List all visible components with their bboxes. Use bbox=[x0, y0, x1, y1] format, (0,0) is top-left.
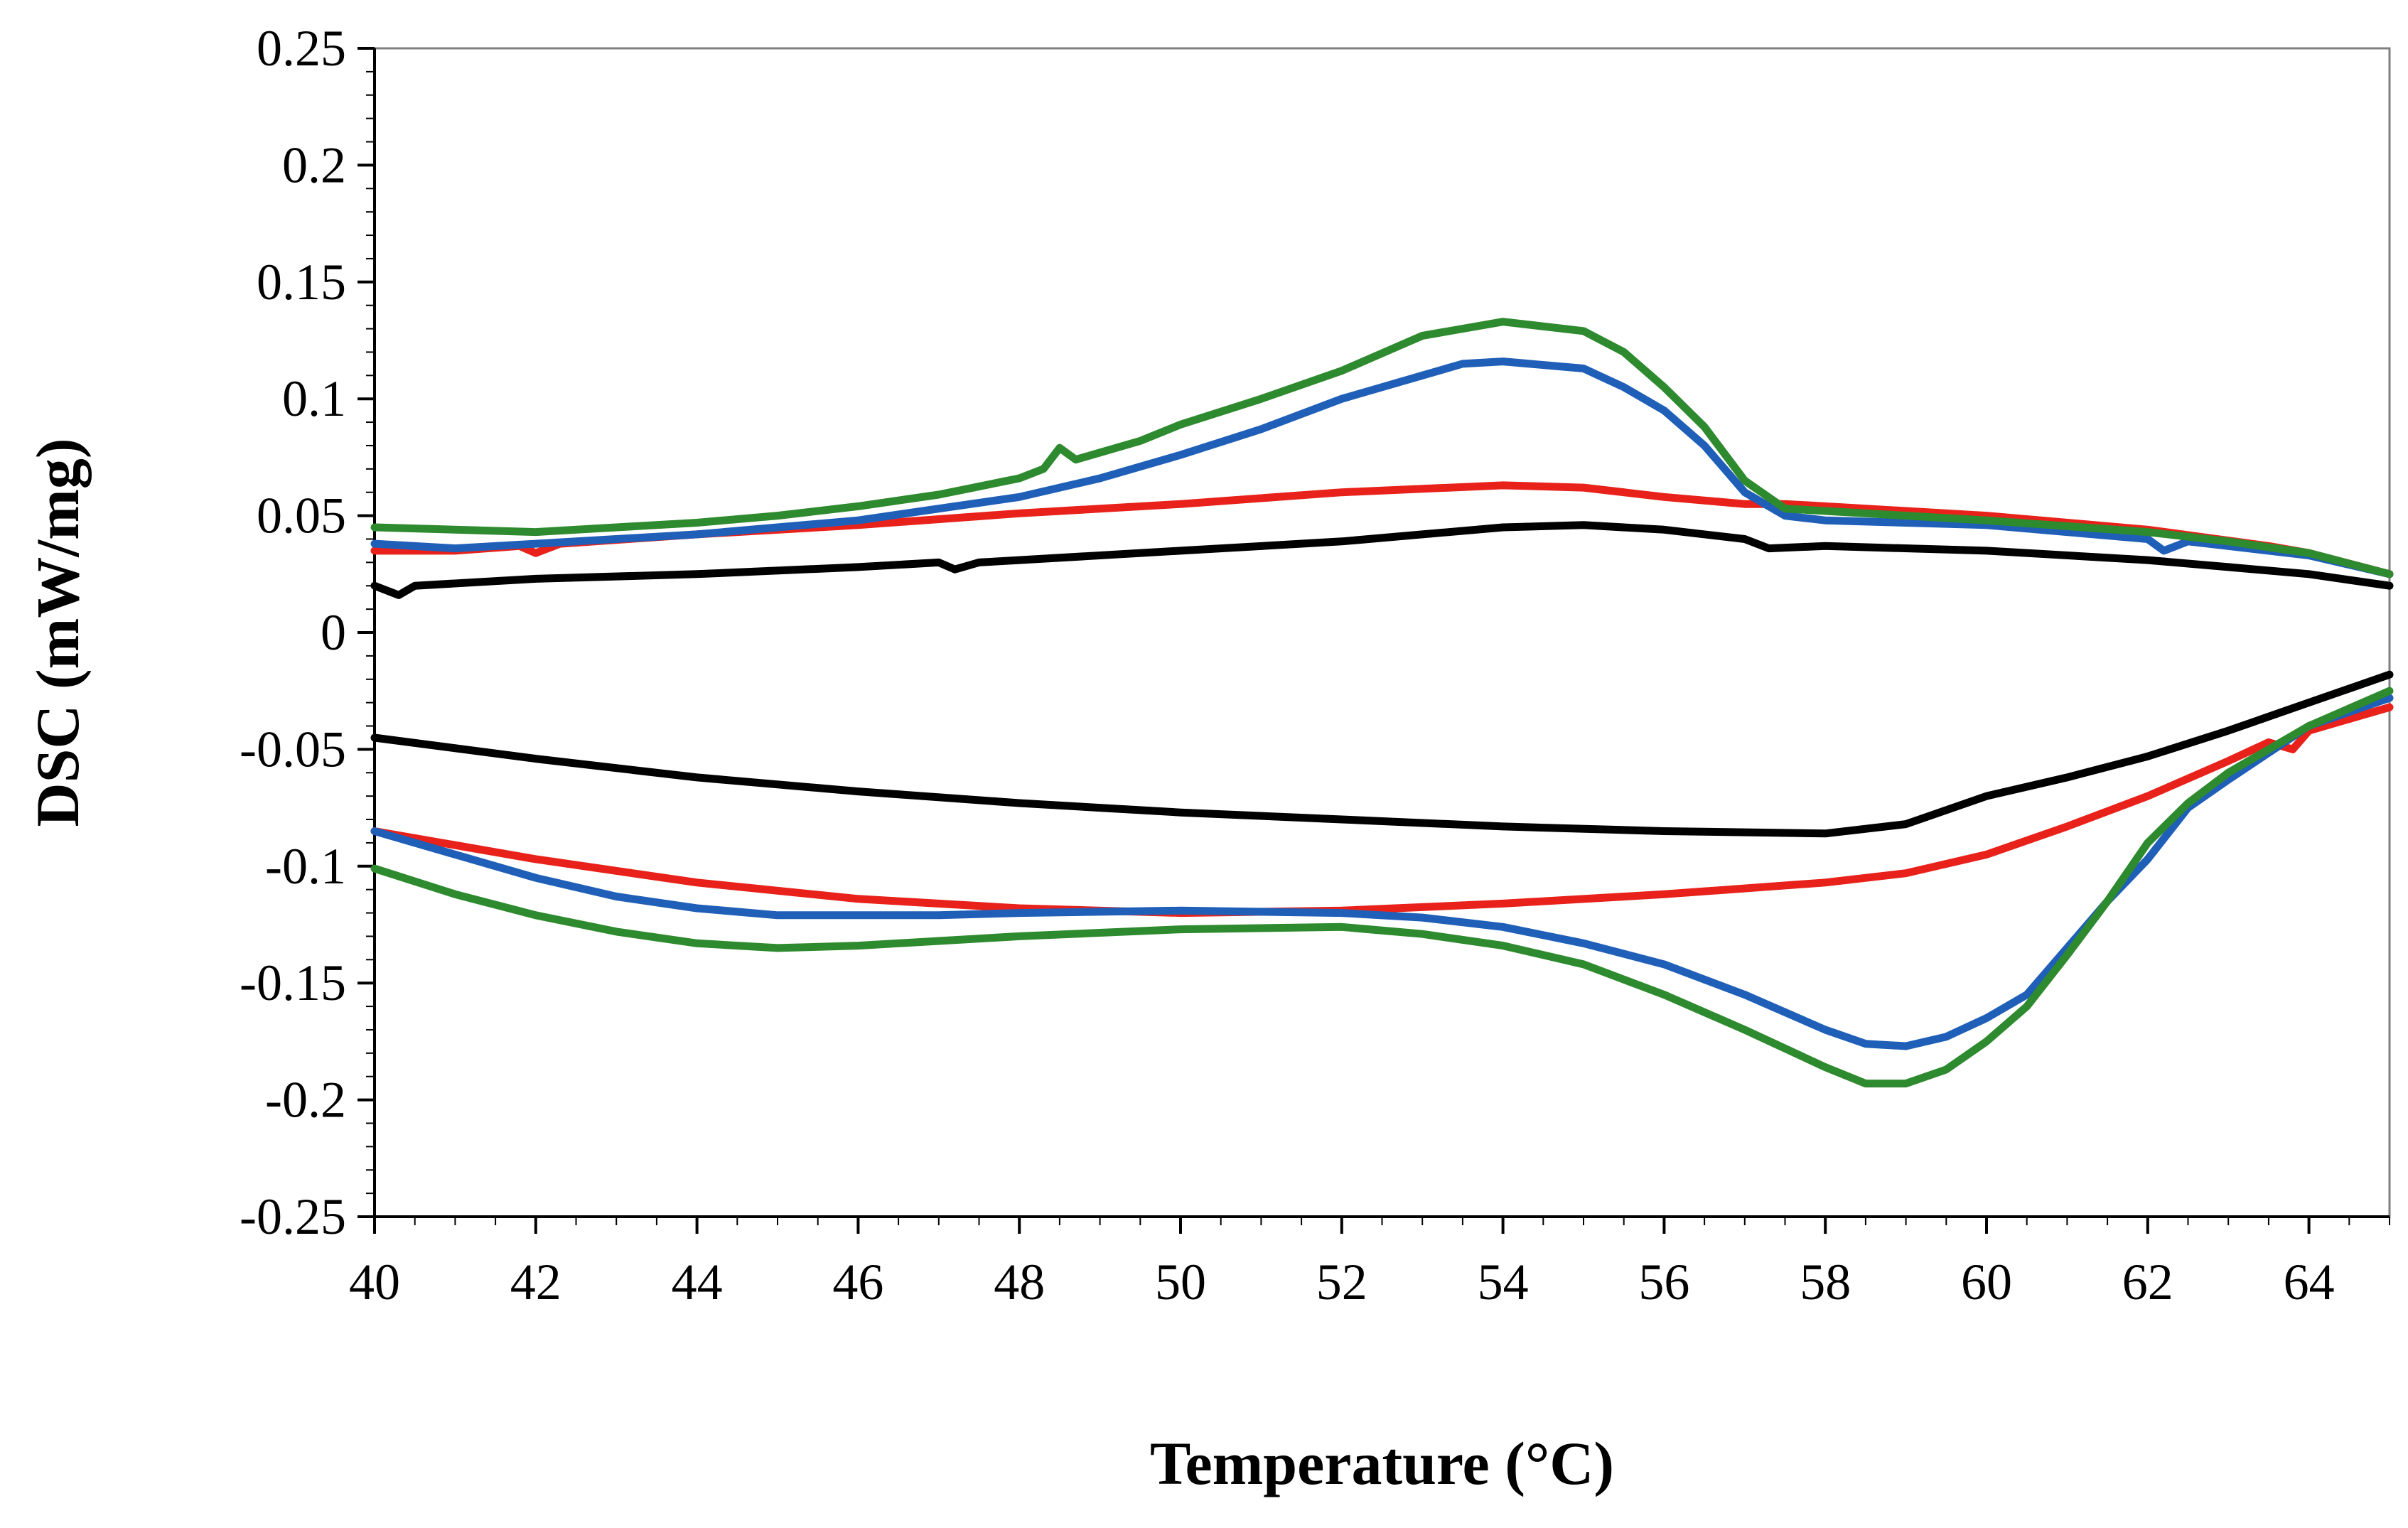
series-line-8 bbox=[370, 687, 2394, 1088]
x-tick-label: 64 bbox=[2284, 1254, 2335, 1311]
axes bbox=[358, 47, 2391, 1234]
x-tick-label: 46 bbox=[832, 1254, 883, 1311]
y-tick-label: 0.05 bbox=[257, 488, 346, 544]
series-line-6 bbox=[370, 703, 2394, 918]
x-tick-label: 60 bbox=[1961, 1254, 2012, 1311]
x-tick-label: 44 bbox=[672, 1254, 723, 1311]
x-tick-label: 52 bbox=[1316, 1254, 1367, 1311]
y-tick-label: 0.2 bbox=[282, 136, 346, 193]
y-tick-label: -0.15 bbox=[240, 954, 346, 1011]
y-tick-label: 0.1 bbox=[282, 370, 346, 427]
x-tick-label: 48 bbox=[994, 1254, 1045, 1311]
series-line-4 bbox=[370, 318, 2394, 579]
y-tick-label: -0.1 bbox=[265, 838, 346, 895]
x-tick-label: 42 bbox=[510, 1254, 561, 1311]
x-tick-label: 40 bbox=[349, 1254, 400, 1311]
x-tick-label: 62 bbox=[2122, 1254, 2173, 1311]
y-axis-title: DSC (mW/mg) bbox=[23, 439, 92, 827]
series-line-1 bbox=[370, 521, 2394, 599]
y-tick-label: 0.15 bbox=[257, 254, 346, 311]
y-tick-label: 0 bbox=[321, 604, 346, 661]
y-tick-label: -0.25 bbox=[240, 1188, 346, 1245]
y-tick-label: -0.2 bbox=[265, 1072, 346, 1129]
x-tick-label: 50 bbox=[1155, 1254, 1206, 1311]
x-tick-label: 58 bbox=[1800, 1254, 1851, 1311]
series-line-3 bbox=[370, 357, 2394, 579]
x-axis-title: Temperature (°C) bbox=[1150, 1429, 1614, 1497]
tick-labels: 0.25 0.2 0.15 0.1 0.05 0 -0.05 -0.1 -0.15 -0.2 -0.… bbox=[240, 20, 2335, 1311]
series-group bbox=[370, 318, 2394, 1088]
series-line-5 bbox=[370, 670, 2394, 838]
x-tick-label: 54 bbox=[1478, 1254, 1529, 1311]
y-tick-label: 0.25 bbox=[257, 20, 346, 77]
y-tick-label: -0.05 bbox=[240, 721, 346, 778]
x-tick-label: 56 bbox=[1638, 1254, 1689, 1311]
